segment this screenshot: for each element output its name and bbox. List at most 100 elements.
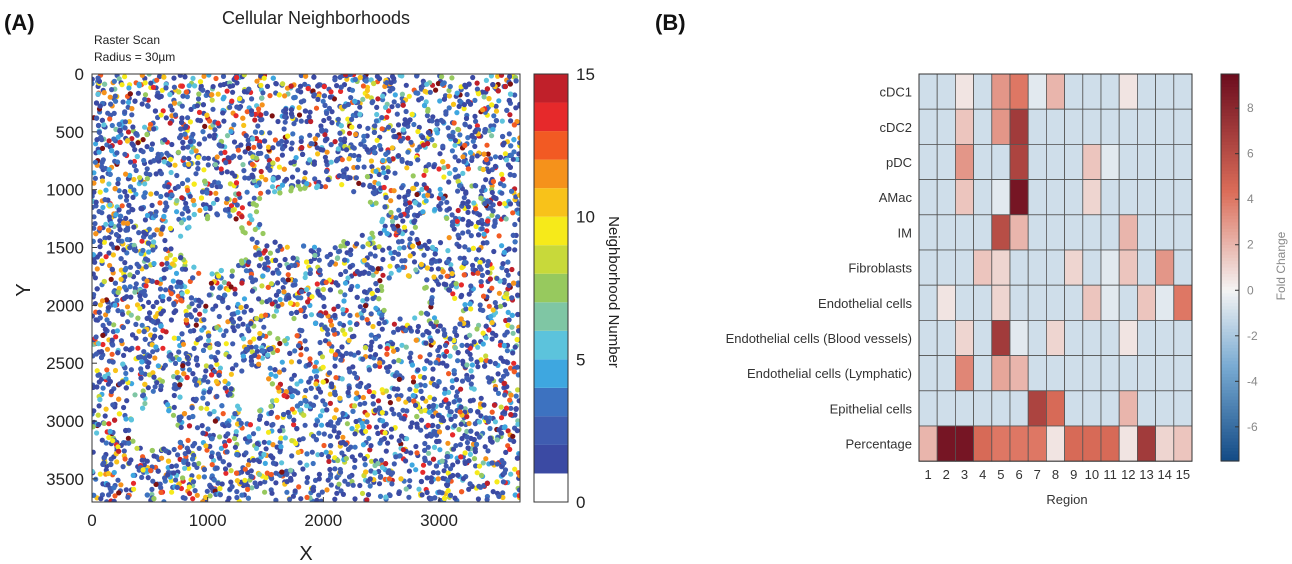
- scatter-point: [417, 373, 423, 380]
- scatter-point: [262, 312, 269, 318]
- scatter-point: [413, 467, 419, 473]
- scatter-point: [280, 285, 286, 291]
- scatter-point: [133, 335, 139, 341]
- scatter-point: [336, 173, 342, 179]
- scatter-point: [324, 487, 330, 493]
- scatter-point: [452, 142, 458, 148]
- scatter-point: [106, 250, 112, 256]
- scatter-point: [441, 495, 448, 501]
- scatter-point: [269, 184, 276, 190]
- scatter-point: [447, 409, 453, 415]
- scatter-point: [512, 466, 518, 472]
- scatter-point: [126, 460, 132, 466]
- scatter-point: [462, 450, 468, 456]
- scatter-point: [455, 178, 461, 184]
- scatter-point: [455, 126, 461, 132]
- scatter-point: [320, 408, 326, 414]
- scatter-point: [112, 186, 118, 192]
- scatter-point: [119, 82, 125, 88]
- scatter-point: [474, 86, 480, 92]
- scatter-point: [103, 254, 109, 260]
- scatter-point: [154, 77, 160, 83]
- scatter-point: [97, 189, 103, 195]
- scatter-point: [409, 420, 415, 426]
- scatter-point: [367, 236, 373, 242]
- scatter-point: [124, 236, 130, 243]
- scatter-point: [302, 313, 308, 319]
- scatter-point: [458, 386, 464, 392]
- scatter-point: [389, 481, 395, 487]
- scatter-point: [360, 182, 366, 188]
- scatter-point: [459, 265, 465, 271]
- scatter-point: [399, 258, 405, 264]
- scatter-point: [235, 403, 241, 409]
- scatter-point: [260, 273, 266, 279]
- scatter-point: [234, 202, 240, 208]
- scatter-point: [324, 110, 330, 116]
- scatter-point: [436, 429, 443, 435]
- scatter-point: [214, 196, 220, 203]
- scatter-point: [279, 460, 285, 466]
- scatter-point: [403, 399, 409, 405]
- scatter-point: [286, 414, 293, 420]
- scatter-point: [108, 101, 114, 107]
- scatter-point: [261, 439, 267, 445]
- scatter-point: [338, 271, 344, 277]
- scatter-point: [280, 146, 286, 152]
- scatter-point: [146, 299, 152, 305]
- scatter-point: [130, 472, 136, 478]
- scatter-point: [335, 255, 341, 261]
- scatter-point: [126, 119, 132, 125]
- scatter-point: [458, 282, 464, 288]
- scatter-point: [328, 142, 334, 148]
- scatter-point: [419, 492, 425, 498]
- scatter-point: [262, 138, 268, 144]
- scatter-point: [140, 137, 146, 143]
- scatter-point: [400, 102, 406, 108]
- scatter-point: [217, 143, 223, 149]
- scatter-point: [388, 198, 394, 204]
- scatter-point: [265, 189, 271, 195]
- scatter-point: [515, 387, 520, 393]
- scatter-point: [277, 262, 283, 268]
- scatter-point: [414, 421, 420, 427]
- scatter-point: [481, 151, 487, 157]
- scatter-point: [489, 320, 495, 326]
- scatter-point: [168, 169, 174, 176]
- scatter-point: [175, 184, 181, 190]
- scatter-point: [285, 277, 291, 283]
- scatter-point: [383, 388, 389, 394]
- scatter-point: [116, 121, 122, 127]
- scatter-point: [467, 332, 473, 338]
- scatter-point: [354, 390, 360, 396]
- scatter-point: [168, 246, 174, 252]
- scatter-point: [449, 75, 455, 81]
- scatter-point: [159, 261, 165, 267]
- scatter-point: [380, 256, 386, 263]
- scatter-point: [356, 123, 363, 129]
- scatter-point: [447, 353, 453, 359]
- scatter-point: [107, 116, 113, 122]
- scatter-point: [187, 328, 194, 334]
- scatter-point: [337, 74, 343, 80]
- scatter-point: [338, 357, 344, 363]
- scatter-point: [160, 345, 166, 351]
- scatter-point: [232, 444, 238, 450]
- scatter-point: [363, 384, 370, 390]
- scatter-point: [182, 74, 188, 80]
- scatter-point: [268, 281, 274, 287]
- scatter-point: [319, 354, 326, 360]
- scatter-point: [132, 147, 138, 153]
- scatter-point: [416, 202, 422, 208]
- scatter-point: [197, 79, 204, 85]
- scatter-point: [429, 300, 435, 306]
- scatter-point: [249, 217, 255, 223]
- scatter-point: [261, 75, 267, 81]
- scatter-point: [296, 343, 302, 349]
- scatter-point: [369, 230, 375, 236]
- scatter-point: [102, 197, 108, 203]
- scatter-point: [509, 295, 515, 301]
- scatter-point: [222, 443, 228, 449]
- scatter-point: [500, 133, 506, 140]
- scatter-point: [381, 307, 387, 313]
